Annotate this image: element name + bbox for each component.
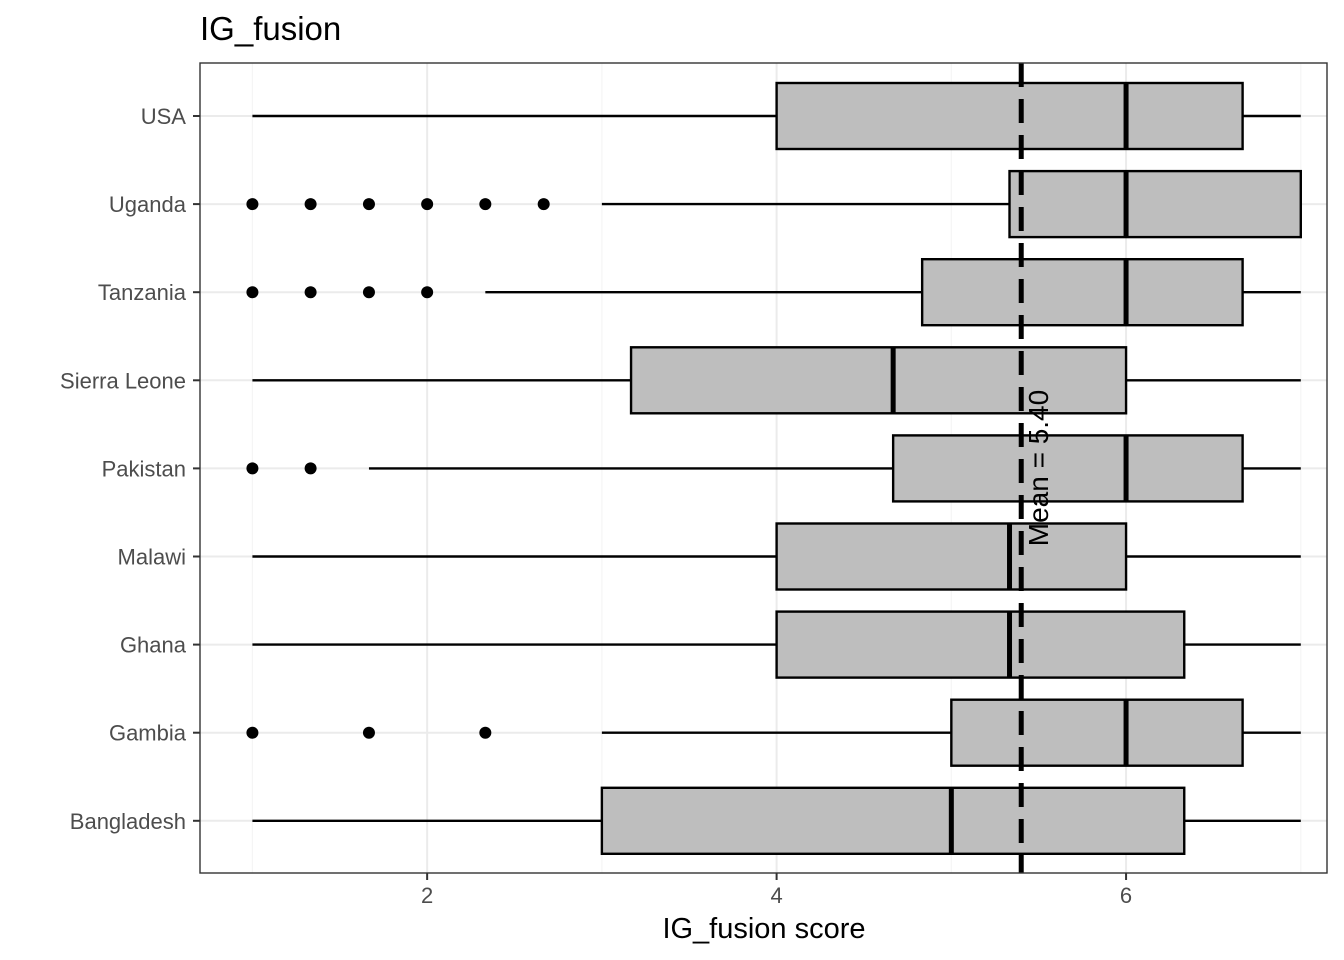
y-tick-label: Tanzania <box>98 280 187 305</box>
y-tick-label: Malawi <box>118 545 186 570</box>
whiskers <box>252 114 1301 822</box>
outlier-point <box>246 198 259 211</box>
y-tick-label: Gambia <box>109 721 187 746</box>
chart-title: IG_fusion <box>200 10 341 47</box>
x-axis: 2 4 6 <box>421 873 1132 908</box>
box-tanzania <box>920 258 1244 327</box>
outlier-point <box>362 286 375 299</box>
x-tick-label: 2 <box>421 883 433 908</box>
x-axis-label: IG_fusion score <box>662 913 865 945</box>
outliers <box>246 198 550 739</box>
box-pakistan <box>891 434 1244 503</box>
outlier-point <box>304 286 317 299</box>
x-tick-label: 6 <box>1120 883 1132 908</box>
outlier-point <box>421 286 434 299</box>
y-tick-label: Bangladesh <box>70 809 186 834</box>
x-tick-label: 4 <box>770 883 782 908</box>
outlier-point <box>421 198 434 211</box>
y-tick-label: Sierra Leone <box>60 368 186 393</box>
outlier-point <box>537 198 550 211</box>
outlier-point <box>304 462 317 475</box>
box-malawi <box>775 522 1128 591</box>
y-axis: USA Uganda Tanzania Sierra Leone Pakistan Mal… <box>60 104 200 834</box>
outlier-point <box>246 726 259 739</box>
y-tick-label: Ghana <box>120 633 187 658</box>
mean-label: Mean = 5.40 <box>1023 390 1054 546</box>
outlier-point <box>362 198 375 211</box>
outlier-point <box>246 286 259 299</box>
y-tick-label: Uganda <box>109 192 187 217</box>
boxes <box>600 81 1302 855</box>
outlier-point <box>304 198 317 211</box>
box-usa <box>775 81 1244 151</box>
outlier-point <box>479 726 492 739</box>
box-sierra-leone <box>629 346 1128 415</box>
y-tick-label: USA <box>141 104 187 129</box>
box-uganda <box>1008 169 1302 239</box>
box-bangladesh <box>600 786 1186 855</box>
outlier-point <box>362 726 375 739</box>
outlier-point <box>246 462 259 475</box>
box-gambia <box>950 698 1244 767</box>
box-ghana <box>775 610 1186 679</box>
y-tick-label: Pakistan <box>102 456 186 481</box>
mean-reference: Mean = 5.40 <box>1018 63 1054 873</box>
outlier-point <box>479 198 492 211</box>
